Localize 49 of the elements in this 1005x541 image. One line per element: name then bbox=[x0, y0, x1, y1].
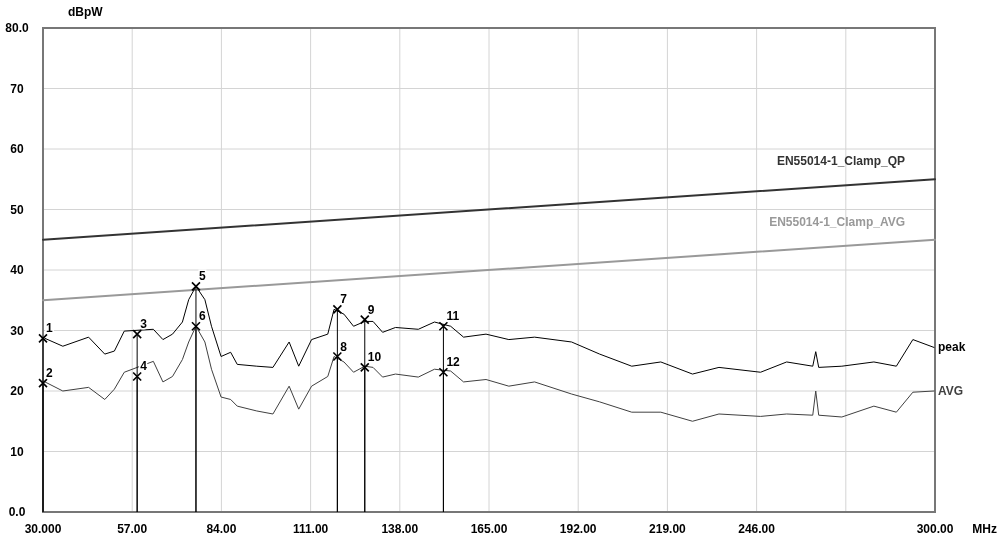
x-tick-label: 300.00 bbox=[916, 522, 954, 536]
y-tick-label: 40 bbox=[10, 263, 24, 277]
point bbox=[438, 367, 449, 378]
point bbox=[438, 321, 449, 332]
point bbox=[132, 371, 142, 382]
x-tick-label: 138.00 bbox=[381, 522, 419, 536]
annotation: 8 bbox=[340, 339, 348, 354]
y-tick-label: 50 bbox=[10, 202, 24, 217]
y-tick-label: 30 bbox=[10, 323, 24, 338]
x-tick-label: 165.00 bbox=[470, 522, 508, 536]
x-tick-label: 246.00 bbox=[738, 522, 776, 536]
x-tick-label: 57.00 bbox=[117, 522, 148, 536]
annotation: 12 bbox=[446, 355, 461, 370]
annotation: 3 bbox=[140, 317, 148, 332]
point bbox=[359, 362, 370, 373]
x-tick-label: 192.00 bbox=[559, 522, 597, 536]
y-axis-title: dBpW bbox=[68, 5, 104, 19]
point bbox=[332, 351, 343, 362]
x-tick-label: 30.000 bbox=[24, 522, 62, 536]
y-tick-label: 0.0 bbox=[8, 505, 26, 519]
annotation: 2 bbox=[46, 366, 53, 381]
series-label: AVG bbox=[938, 384, 964, 398]
point bbox=[191, 281, 201, 292]
annotation: 5 bbox=[198, 269, 206, 284]
annotation: 11 bbox=[446, 309, 460, 324]
y-tick-label: 80.0 bbox=[5, 21, 29, 35]
x-axis-title: MHz bbox=[972, 522, 997, 536]
annotation: 10 bbox=[367, 350, 382, 365]
series-label: EN55014-1_Clamp_AVG bbox=[769, 214, 905, 229]
series-label: peak bbox=[938, 340, 966, 355]
annotation: 7 bbox=[340, 292, 348, 307]
y-tick-label: 20 bbox=[10, 384, 24, 398]
annotation: 6 bbox=[198, 309, 206, 324]
point bbox=[38, 378, 48, 388]
series-label: EN55014-1_Clamp_QP bbox=[776, 154, 905, 169]
point bbox=[191, 321, 201, 332]
x-tick-label: 219.00 bbox=[649, 522, 687, 536]
point bbox=[132, 329, 142, 339]
point bbox=[38, 333, 48, 344]
point bbox=[332, 304, 343, 315]
x-tick-label: 111.00 bbox=[292, 522, 329, 536]
annotation: 9 bbox=[367, 302, 375, 317]
y-tick-label: 70 bbox=[10, 81, 24, 96]
x-tick-label: 84.00 bbox=[206, 522, 237, 536]
annotation: 1 bbox=[46, 321, 53, 336]
y-tick-label: 60 bbox=[10, 142, 24, 156]
point bbox=[359, 314, 370, 325]
annotation: 4 bbox=[140, 359, 148, 374]
y-tick-label: 10 bbox=[10, 444, 24, 459]
